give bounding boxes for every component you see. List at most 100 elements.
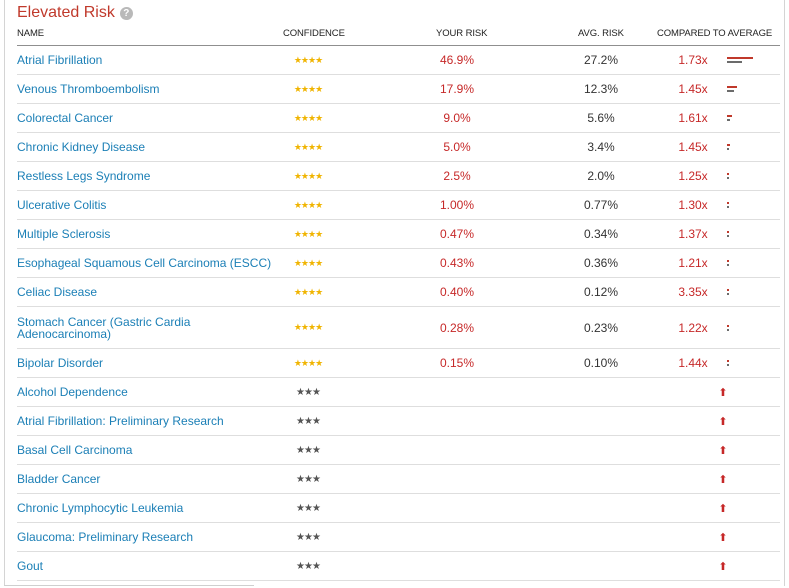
compared-ratio: 1.30x: [678, 198, 708, 212]
compared-ratio: 1.61x: [678, 111, 708, 125]
condition-link[interactable]: Ulcerative Colitis: [17, 198, 107, 212]
elevated-risk-panel: Elevated Risk ? NAME CONFIDENCE YOUR RIS…: [4, 0, 785, 586]
table-row[interactable]: Bladder Cancer ★★★ ⬆: [17, 465, 780, 494]
avg-risk-bar: [727, 148, 729, 150]
table-row[interactable]: Esophageal Squamous Cell Carcinoma (ESCC…: [17, 249, 780, 278]
avg-risk-bar: [727, 177, 729, 179]
table-row[interactable]: Gout ★★★ ⬆: [17, 552, 780, 581]
table-row[interactable]: Chronic Lymphocytic Leukemia ★★★ ⬆: [17, 494, 780, 523]
table-row[interactable]: Chronic Kidney Disease ★★★★ 5.0% 3.4% 1.45x: [17, 133, 780, 162]
table-row[interactable]: Celiac Disease ★★★★ 0.40% 0.12% 3.35x: [17, 278, 780, 307]
column-header-compared[interactable]: COMPARED TO AVERAGE: [657, 28, 773, 39]
table-row[interactable]: Restless Legs Syndrome ★★★★ 2.5% 2.0% 1.25x: [17, 162, 780, 191]
avg-risk-value: 5.6%: [587, 111, 615, 125]
avg-risk-value: 2.0%: [587, 169, 615, 183]
condition-link[interactable]: Atrial Fibrillation: Preliminary Researc…: [17, 414, 224, 428]
confidence-stars: ★★★★: [293, 228, 323, 239]
condition-link[interactable]: Basal Cell Carcinoma: [17, 443, 133, 457]
condition-link[interactable]: Esophageal Squamous Cell Carcinoma (ESCC…: [17, 256, 272, 270]
avg-risk-bar: [727, 206, 729, 208]
condition-link[interactable]: Glaucoma: Preliminary Research: [17, 530, 194, 544]
elevated-arrow-icon: ⬆: [718, 386, 728, 399]
table-row[interactable]: Multiple Sclerosis ★★★★ 0.47% 0.34% 1.37x: [17, 220, 780, 249]
risk-comparison-bars: [727, 133, 767, 161]
your-risk-bar: [727, 324, 729, 327]
avg-risk-bar: [727, 364, 729, 366]
risk-comparison-bars: [727, 349, 767, 377]
avg-risk-value: 27.2%: [583, 53, 619, 67]
your-risk-value: 0.47%: [439, 227, 475, 241]
risk-comparison-bars: [727, 249, 767, 277]
your-risk-bar: [727, 86, 737, 88]
avg-risk-value: 0.34%: [583, 227, 619, 241]
column-header-confidence[interactable]: CONFIDENCE: [283, 28, 345, 39]
horizontal-scrollbar[interactable]: [4, 585, 254, 586]
confidence-stars: ★★★★: [293, 83, 323, 94]
your-risk-bar: [727, 115, 732, 117]
condition-link[interactable]: Alcohol Dependence: [17, 385, 128, 399]
elevated-arrow-icon: ⬆: [718, 560, 728, 573]
avg-risk-value: 12.3%: [583, 82, 619, 96]
confidence-stars: ★★★★: [293, 54, 323, 65]
your-risk-value: 9.0%: [443, 111, 471, 125]
table-row[interactable]: Alcohol Dependence ★★★ ⬆: [17, 378, 780, 407]
elevated-arrow-icon: ⬆: [718, 473, 728, 486]
confidence-stars: ★★★: [296, 560, 321, 572]
confidence-stars: ★★★★: [293, 170, 323, 181]
condition-link[interactable]: Gout: [17, 559, 44, 573]
your-risk-value: 0.28%: [439, 320, 475, 335]
column-header-name[interactable]: NAME: [17, 28, 45, 39]
table-row[interactable]: Ulcerative Colitis ★★★★ 1.00% 0.77% 1.30x: [17, 191, 780, 220]
elevated-arrow-icon: ⬆: [718, 502, 728, 515]
condition-link[interactable]: Multiple Sclerosis: [17, 227, 111, 241]
your-risk-value: 1.00%: [439, 198, 475, 212]
confidence-stars: ★★★★: [293, 199, 323, 210]
condition-link[interactable]: Celiac Disease: [17, 285, 98, 299]
compared-ratio: 1.21x: [678, 256, 708, 270]
compared-ratio: 1.45x: [678, 140, 708, 154]
table-row[interactable]: Atrial Fibrillation: Preliminary Researc…: [17, 407, 780, 436]
risk-comparison-bars: [727, 307, 767, 348]
table-row[interactable]: Glaucoma: Preliminary Research ★★★ ⬆: [17, 523, 780, 552]
confidence-stars: ★★★: [296, 415, 321, 427]
condition-link[interactable]: Bladder Cancer: [17, 472, 101, 486]
confidence-stars: ★★★★: [293, 257, 323, 268]
condition-link[interactable]: Restless Legs Syndrome: [17, 169, 151, 183]
table-row[interactable]: Basal Cell Carcinoma ★★★ ⬆: [17, 436, 780, 465]
column-header-your-risk[interactable]: YOUR RISK: [436, 28, 488, 39]
risk-comparison-bars: [727, 46, 767, 74]
table-row[interactable]: Colorectal Cancer ★★★★ 9.0% 5.6% 1.61x: [17, 104, 780, 133]
condition-link[interactable]: Colorectal Cancer: [17, 111, 114, 125]
your-risk-value: 0.15%: [439, 356, 475, 370]
your-risk-value: 0.40%: [439, 285, 475, 299]
risk-comparison-bars: [727, 104, 767, 132]
compared-ratio: 1.37x: [678, 227, 708, 241]
your-risk-bar: [727, 231, 729, 233]
condition-link[interactable]: Atrial Fibrillation: [17, 53, 103, 67]
your-risk-value: 2.5%: [443, 169, 471, 183]
table-row[interactable]: Stomach Cancer (Gastric Cardia Adenocarc…: [17, 307, 780, 349]
avg-risk-value: 0.36%: [583, 256, 619, 270]
condition-link[interactable]: Bipolar Disorder: [17, 356, 104, 370]
confidence-stars: ★★★: [296, 444, 321, 456]
table-row[interactable]: Atrial Fibrillation ★★★★ 46.9% 27.2% 1.73x: [17, 46, 780, 75]
condition-link[interactable]: Venous Thromboembolism: [17, 82, 160, 96]
condition-link[interactable]: Chronic Lymphocytic Leukemia: [17, 501, 184, 515]
condition-link[interactable]: Chronic Kidney Disease: [17, 140, 146, 154]
compared-ratio: 1.73x: [678, 53, 708, 67]
table-row[interactable]: Venous Thromboembolism ★★★★ 17.9% 12.3% 1.45…: [17, 75, 780, 104]
confidence-stars: ★★★★: [293, 112, 323, 123]
your-risk-bar: [727, 260, 729, 262]
confidence-stars: ★★★: [296, 502, 321, 514]
avg-risk-bar: [727, 90, 734, 92]
section-header: Elevated Risk ?: [17, 2, 133, 24]
table-row[interactable]: Bipolar Disorder ★★★★ 0.15% 0.10% 1.44x: [17, 349, 780, 378]
help-icon[interactable]: ?: [119, 6, 133, 20]
compared-ratio: 1.25x: [678, 169, 708, 183]
condition-link[interactable]: Stomach Cancer (Gastric Cardia Adenocarc…: [17, 314, 191, 341]
risk-comparison-bars: [727, 220, 767, 248]
your-risk-bar: [727, 289, 729, 291]
column-header-avg-risk[interactable]: AVG. RISK: [578, 28, 624, 39]
avg-risk-bar: [727, 264, 729, 266]
confidence-stars: ★★★★: [293, 322, 323, 332]
